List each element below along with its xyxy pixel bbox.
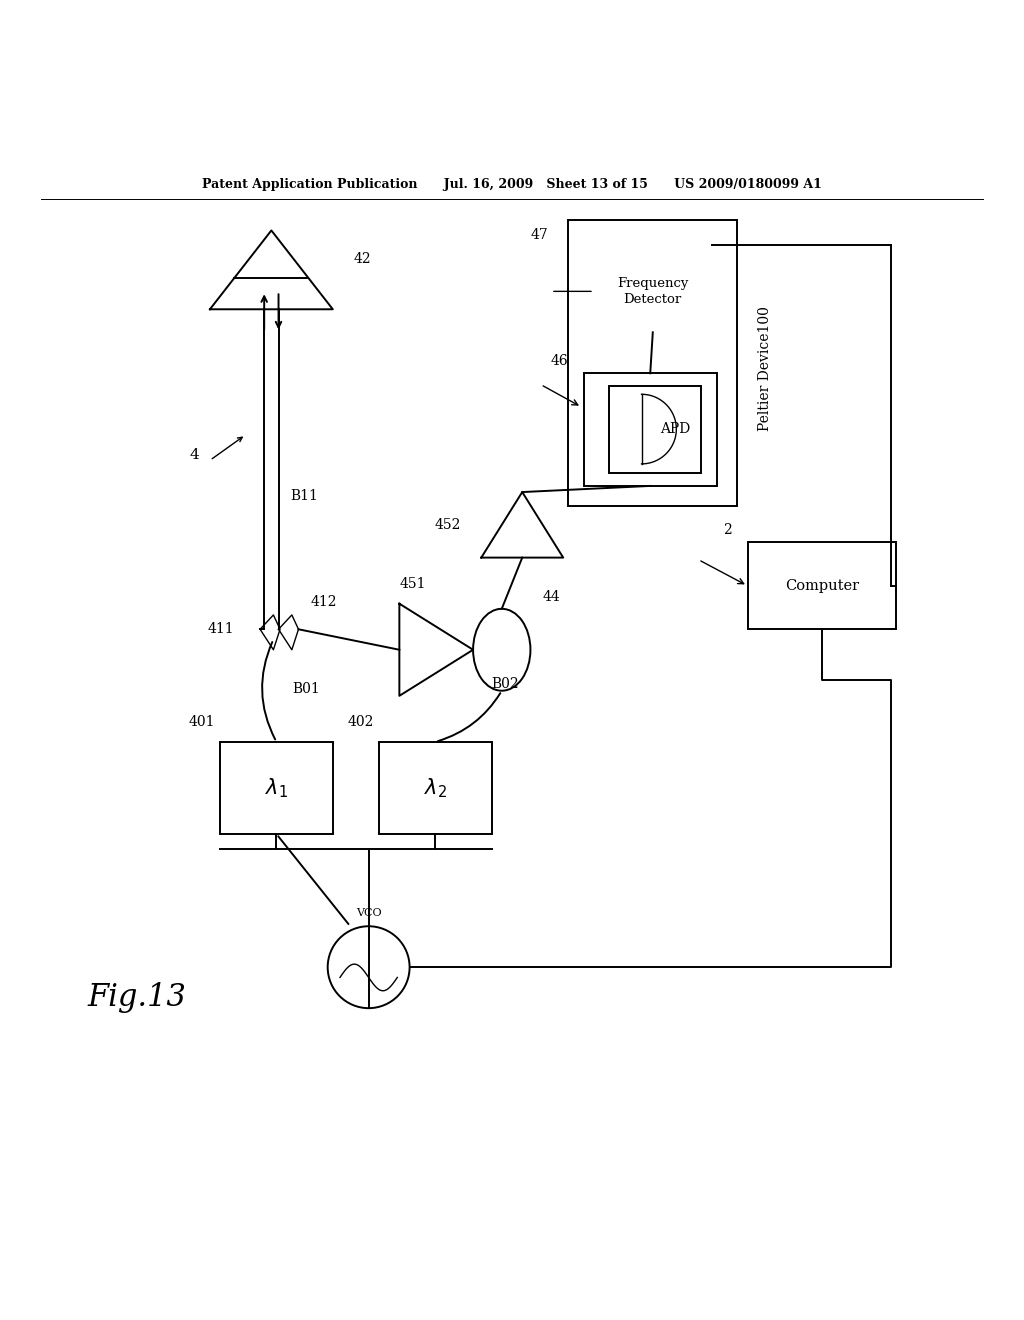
Text: B02: B02: [492, 677, 519, 690]
Bar: [748, 543, 896, 630]
Text: 452: 452: [434, 517, 461, 532]
Bar: [379, 742, 492, 834]
Text: B01: B01: [292, 682, 319, 696]
Bar: [584, 374, 717, 486]
Text: B11: B11: [290, 490, 317, 503]
Bar: [568, 219, 737, 507]
Bar: [594, 251, 712, 333]
Bar: [609, 385, 701, 473]
Text: 402: 402: [347, 714, 374, 729]
Text: VCO: VCO: [355, 908, 382, 917]
Text: Fig.13: Fig.13: [87, 982, 186, 1014]
Text: 46: 46: [551, 354, 568, 368]
Text: APD: APD: [660, 422, 691, 436]
Text: 44: 44: [543, 590, 560, 603]
Text: Patent Application Publication      Jul. 16, 2009   Sheet 13 of 15      US 2009/: Patent Application Publication Jul. 16, …: [202, 178, 822, 191]
Text: 451: 451: [400, 577, 426, 591]
Bar: [220, 742, 333, 834]
Text: 411: 411: [208, 622, 234, 636]
Text: Peltier Device100: Peltier Device100: [758, 306, 772, 430]
Text: 47: 47: [530, 228, 548, 242]
Text: $\lambda_2$: $\lambda_2$: [424, 776, 446, 800]
Text: 401: 401: [188, 714, 215, 729]
Text: Frequency
Detector: Frequency Detector: [617, 277, 688, 306]
Text: Computer: Computer: [784, 578, 859, 593]
Text: 42: 42: [353, 252, 371, 265]
Text: 2: 2: [723, 523, 732, 537]
Text: 4: 4: [189, 449, 200, 462]
Text: 412: 412: [310, 595, 337, 609]
Text: $\lambda_1$: $\lambda_1$: [265, 776, 288, 800]
